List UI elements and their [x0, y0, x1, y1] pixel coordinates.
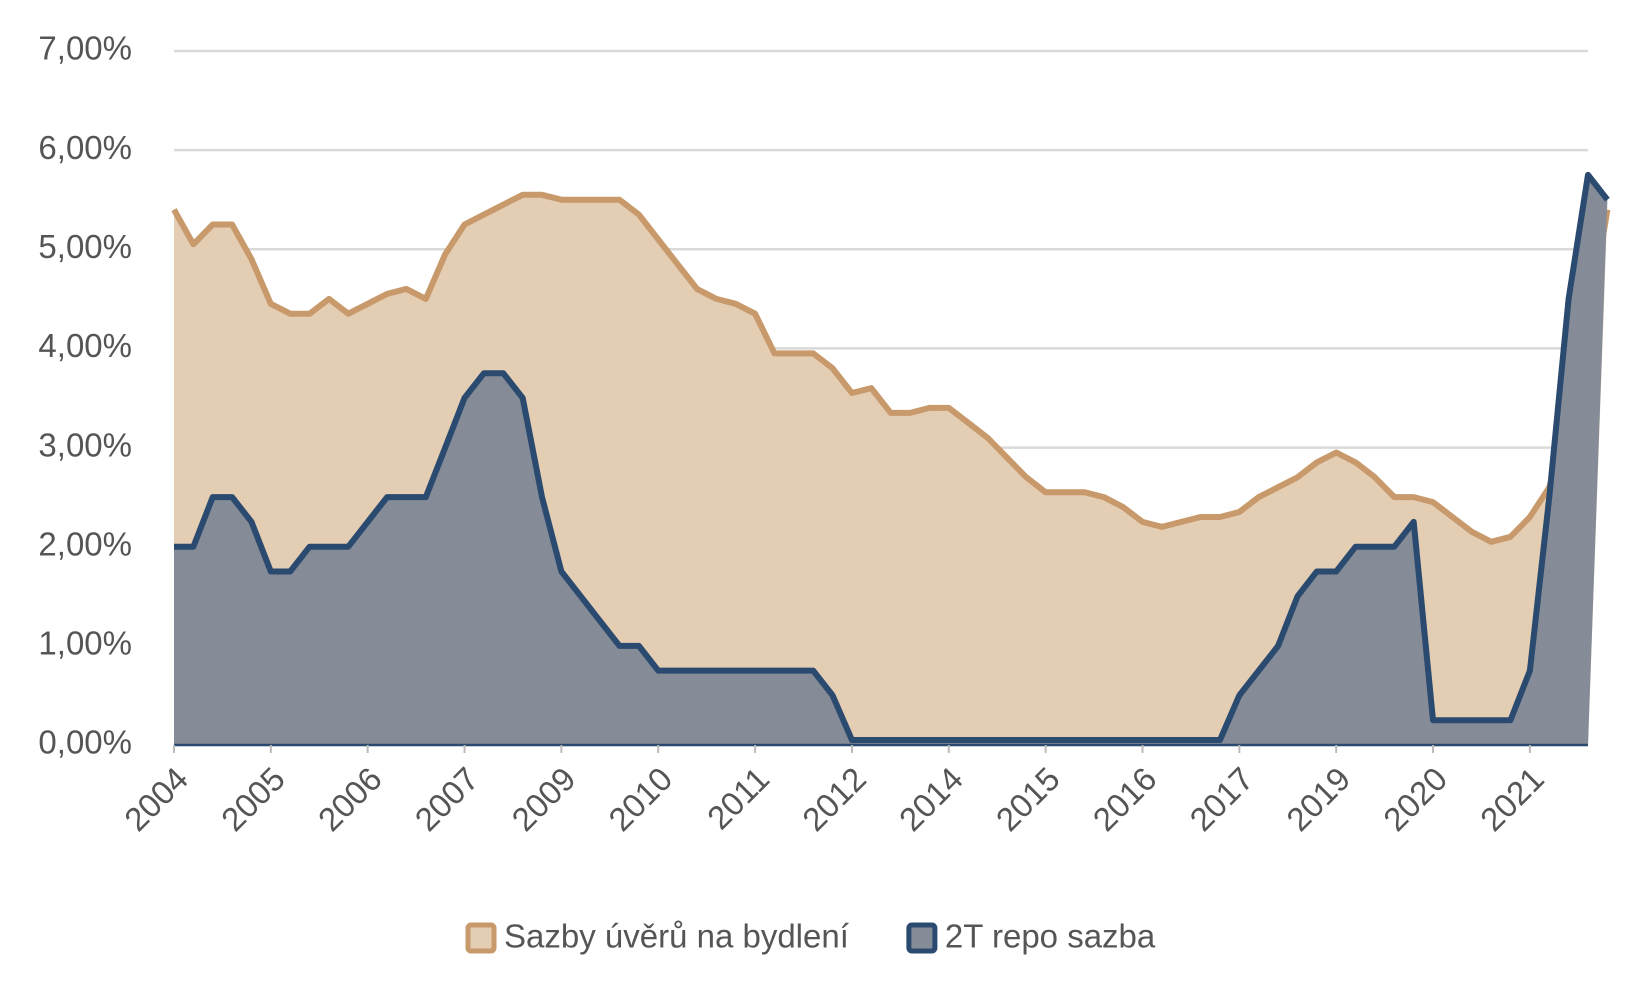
- area-line: [171, 191, 1611, 545]
- x-tick-label: 2004: [117, 760, 195, 838]
- x-tick-label: 2006: [311, 760, 389, 838]
- x-tick-label: 2010: [601, 760, 679, 838]
- x-tick-label: 2021: [1473, 760, 1551, 838]
- x-tick-label: 2005: [214, 760, 292, 838]
- legend-swatch: [465, 922, 497, 954]
- legend: Sazby úvěrů na bydlení 2T repo sazba: [465, 918, 1156, 955]
- x-tick-label: 2015: [989, 760, 1067, 838]
- y-tick-label: 3,00%: [38, 426, 132, 463]
- y-tick-label: 2,00%: [38, 525, 132, 562]
- y-tick-label: 6,00%: [38, 129, 132, 166]
- legend-label: 2T repo sazba: [945, 918, 1156, 955]
- y-tick-label: 0,00%: [38, 724, 132, 761]
- area-fill: [174, 174, 1608, 745]
- x-tick-label: 2007: [408, 760, 486, 838]
- x-tick-label: 2011: [700, 760, 776, 836]
- area-line: [174, 171, 1610, 743]
- y-tick-label: 5,00%: [38, 228, 132, 265]
- x-tick-label: 2014: [892, 760, 970, 838]
- legend-label: Sazby úvěrů na bydlení: [504, 918, 849, 955]
- x-tick-label: 2012: [795, 760, 873, 838]
- x-tick-label: 2019: [1279, 760, 1357, 838]
- legend-swatch: [906, 922, 938, 954]
- x-tick-label: 2009: [504, 760, 582, 838]
- y-tick-label: 7,00%: [38, 30, 132, 67]
- y-tick-label: 1,00%: [38, 625, 132, 662]
- x-tick-label: 2017: [1182, 760, 1260, 838]
- y-tick-label: 4,00%: [38, 327, 132, 364]
- x-tick-label: 2016: [1086, 760, 1164, 838]
- x-tick-label: 2020: [1376, 760, 1454, 838]
